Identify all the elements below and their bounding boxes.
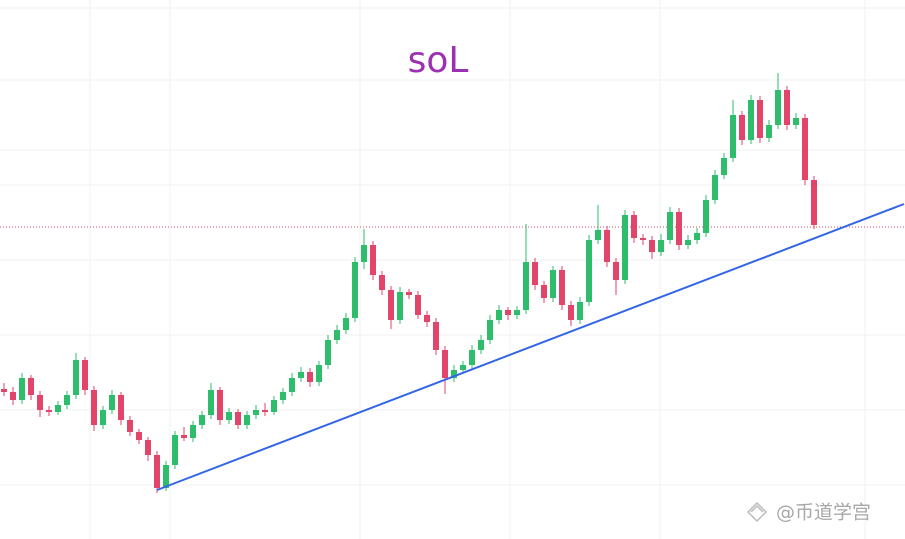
- trendline: [156, 203, 905, 491]
- candle-body: [370, 245, 376, 275]
- candle-body: [154, 455, 160, 488]
- candle-body: [298, 372, 304, 378]
- candle-body: [460, 365, 466, 370]
- candle-body: [379, 275, 385, 290]
- candle-body: [361, 245, 367, 262]
- candle-body: [388, 290, 394, 320]
- candle-body: [766, 125, 772, 138]
- candle-body: [55, 405, 61, 412]
- candle-body: [397, 292, 403, 320]
- candle-body: [100, 410, 106, 425]
- candle-body: [325, 340, 331, 365]
- candle-body: [541, 285, 547, 298]
- candle-body: [163, 465, 169, 488]
- watermark-icon: [746, 501, 768, 523]
- candle-body: [172, 435, 178, 465]
- candle-body: [775, 90, 781, 125]
- candle-body: [568, 305, 574, 320]
- candle-body: [730, 115, 736, 158]
- candle-body: [343, 318, 349, 330]
- candle-body: [82, 360, 88, 390]
- candle-body: [226, 412, 232, 420]
- candle-body: [415, 295, 421, 315]
- candle-body: [748, 100, 754, 140]
- candle-body: [694, 233, 700, 240]
- chart-title: soL: [408, 40, 469, 81]
- candle-body: [19, 378, 25, 400]
- candle-body: [586, 240, 592, 302]
- candle-body: [289, 378, 295, 392]
- candle-body: [712, 175, 718, 200]
- candle-body: [334, 330, 340, 340]
- candle-body: [757, 100, 763, 138]
- candle-body: [685, 240, 691, 245]
- candle-body: [1, 389, 7, 392]
- candle-body: [316, 365, 322, 382]
- candle-body: [253, 410, 259, 415]
- candle-body: [721, 158, 727, 175]
- candle-body: [262, 410, 268, 412]
- candle-body: [10, 392, 16, 400]
- candle-body: [487, 320, 493, 340]
- candle-body: [433, 322, 439, 350]
- candle-body: [46, 410, 52, 412]
- candle-body: [703, 200, 709, 233]
- candle-body: [676, 212, 682, 245]
- candle-body: [109, 395, 115, 410]
- candle-body: [127, 420, 133, 432]
- candle-body: [550, 270, 556, 298]
- candle-body: [577, 302, 583, 320]
- candle-body: [28, 378, 34, 395]
- candle-body: [91, 390, 97, 425]
- candle-body: [649, 240, 655, 252]
- candle-body: [244, 415, 250, 425]
- candle-body: [73, 360, 79, 395]
- candle-body: [118, 395, 124, 420]
- candle-body: [811, 180, 817, 225]
- candle-body: [658, 240, 664, 252]
- candle-body: [181, 435, 187, 438]
- candle-body: [208, 390, 214, 415]
- candle-body: [217, 390, 223, 420]
- candle-body: [793, 118, 799, 125]
- candle-body: [64, 395, 70, 405]
- candle-body: [478, 340, 484, 350]
- candle-body: [802, 118, 808, 180]
- candle-body: [631, 215, 637, 238]
- candle-body: [640, 238, 646, 240]
- candle-body: [352, 262, 358, 318]
- candle-body: [235, 412, 241, 425]
- candle-body: [667, 212, 673, 240]
- candle-body: [424, 315, 430, 322]
- watermark: @币道学宫: [776, 502, 871, 524]
- candle-body: [190, 425, 196, 438]
- candle-body: [514, 310, 520, 315]
- candle-body: [559, 270, 565, 305]
- candle-body: [784, 90, 790, 125]
- candle-body: [451, 370, 457, 378]
- candle-body: [505, 310, 511, 315]
- candle-body: [739, 115, 745, 140]
- candle-body: [199, 415, 205, 425]
- candle-body: [136, 432, 142, 440]
- candle-body: [406, 292, 412, 295]
- candle-body: [442, 350, 448, 378]
- candle-body: [595, 230, 601, 240]
- candle-body: [307, 372, 313, 382]
- candle-body: [613, 262, 619, 280]
- candle-body: [604, 230, 610, 262]
- candle-body: [469, 350, 475, 365]
- candle-body: [622, 215, 628, 280]
- candle-body: [523, 262, 529, 310]
- candle-body: [496, 310, 502, 320]
- candle-body: [532, 262, 538, 285]
- candle-body: [145, 440, 151, 455]
- candle-body: [271, 400, 277, 412]
- candle-body: [280, 392, 286, 400]
- candle-body: [37, 395, 43, 410]
